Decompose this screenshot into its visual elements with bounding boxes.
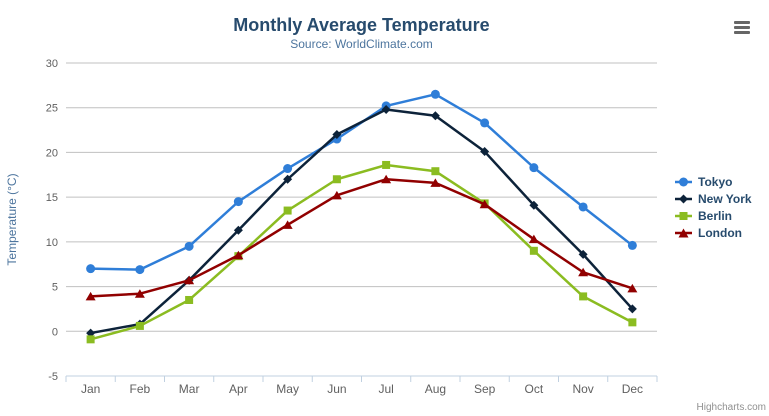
new-york-line-diamond-icon — [675, 194, 692, 203]
series-tokyo[interactable] — [86, 89, 637, 275]
svg-text:Jun: Jun — [327, 382, 346, 396]
x-axis — [65, 375, 658, 382]
svg-text:Dec: Dec — [622, 382, 643, 396]
chart-subtitle: Source: WorldClimate.com — [290, 37, 433, 51]
legend: Tokyo New York Berlin London — [675, 173, 752, 241]
legend-label: Berlin — [698, 208, 733, 223]
legend-label: New York — [698, 191, 752, 206]
svg-text:30: 30 — [46, 58, 58, 70]
london-line-triangle-icon — [675, 228, 692, 237]
x-axis-labels: Jan Feb Mar Apr May Jun Jul Aug Sep Oct Nov Dec — [81, 382, 643, 396]
berlin-line-square-icon — [675, 211, 692, 220]
series-new-york[interactable] — [86, 105, 637, 338]
chart-context-menu-button[interactable] — [731, 19, 752, 37]
svg-text:0: 0 — [52, 326, 58, 338]
y-axis-title: Temperature (°C) — [5, 173, 19, 265]
svg-text:Nov: Nov — [572, 382, 593, 396]
gridlines — [66, 62, 657, 332]
svg-text:Feb: Feb — [130, 382, 151, 396]
legend-item-berlin[interactable]: Berlin — [675, 207, 752, 224]
svg-text:Jan: Jan — [81, 382, 100, 396]
legend-label: Tokyo — [698, 174, 733, 189]
y-axis-labels: -5 0 5 10 15 20 25 30 — [46, 58, 58, 383]
tokyo-line-circle-icon — [675, 177, 692, 186]
svg-text:-5: -5 — [48, 371, 58, 383]
legend-label: London — [698, 225, 742, 240]
chart-title: Monthly Average Temperature — [233, 15, 490, 35]
highcharts-credit-link[interactable]: Highcharts.com — [696, 402, 766, 413]
svg-text:20: 20 — [46, 147, 58, 159]
svg-text:Aug: Aug — [425, 382, 446, 396]
series-london[interactable] — [85, 174, 638, 301]
svg-text:Oct: Oct — [525, 382, 544, 396]
legend-item-new-york[interactable]: New York — [675, 190, 752, 207]
svg-text:Mar: Mar — [179, 382, 200, 396]
svg-text:May: May — [276, 382, 299, 396]
legend-item-tokyo[interactable]: Tokyo — [675, 173, 752, 190]
legend-item-london[interactable]: London — [675, 224, 752, 241]
svg-text:5: 5 — [52, 282, 58, 294]
hamburger-icon — [733, 21, 750, 34]
svg-text:Sep: Sep — [474, 382, 496, 396]
svg-text:Jul: Jul — [378, 382, 393, 396]
svg-text:15: 15 — [46, 192, 58, 204]
svg-text:25: 25 — [46, 103, 58, 115]
svg-text:Apr: Apr — [229, 382, 248, 396]
svg-text:10: 10 — [46, 237, 58, 249]
